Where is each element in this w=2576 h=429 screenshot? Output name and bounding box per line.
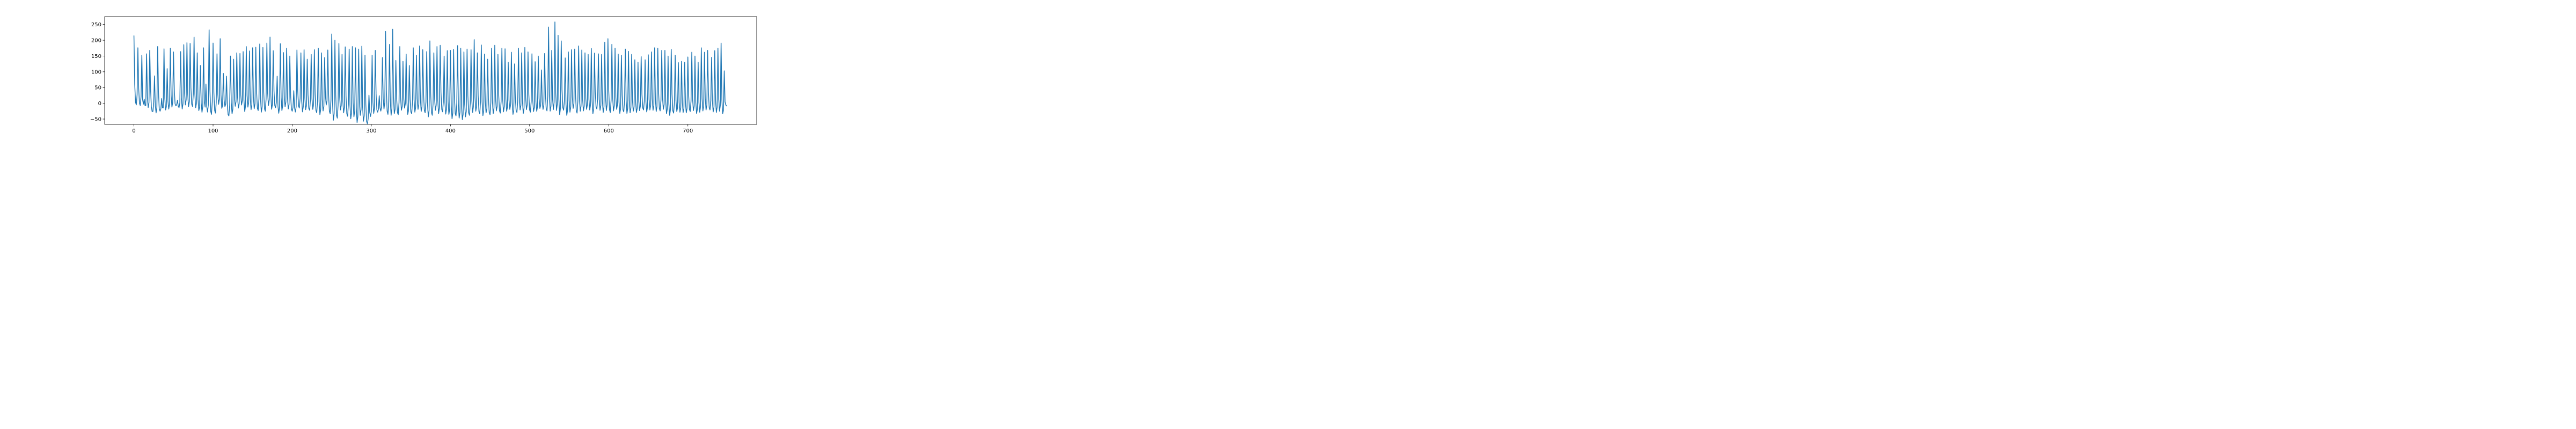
series-line	[133, 21, 727, 124]
axes-frame	[104, 16, 757, 125]
x-axis: 0 100 200 300 400 500 600 700	[132, 124, 693, 134]
y-tick-label: 50	[94, 85, 101, 91]
y-tick-label: 150	[91, 54, 101, 60]
y-axis: −50 0 50 100 150 200 250	[90, 22, 105, 123]
x-tick-label: 500	[524, 128, 535, 134]
x-tick-label: 600	[604, 128, 614, 134]
x-tick-label: 300	[366, 128, 376, 134]
y-tick-label: 200	[91, 38, 101, 44]
y-tick-label: 100	[91, 69, 101, 75]
x-tick-label: 700	[683, 128, 693, 134]
y-tick-label: 0	[98, 101, 101, 107]
y-tick-label: −50	[90, 117, 101, 123]
chart: 0 100 200 300 400 500 600 700 −50 0 50 100 150 200 25…	[90, 16, 757, 134]
plot-area	[133, 21, 727, 124]
x-tick-label: 100	[208, 128, 218, 134]
x-tick-label: 200	[287, 128, 297, 134]
y-tick-label: 250	[91, 22, 101, 28]
x-tick-label: 0	[132, 128, 135, 134]
x-tick-label: 400	[445, 128, 456, 134]
